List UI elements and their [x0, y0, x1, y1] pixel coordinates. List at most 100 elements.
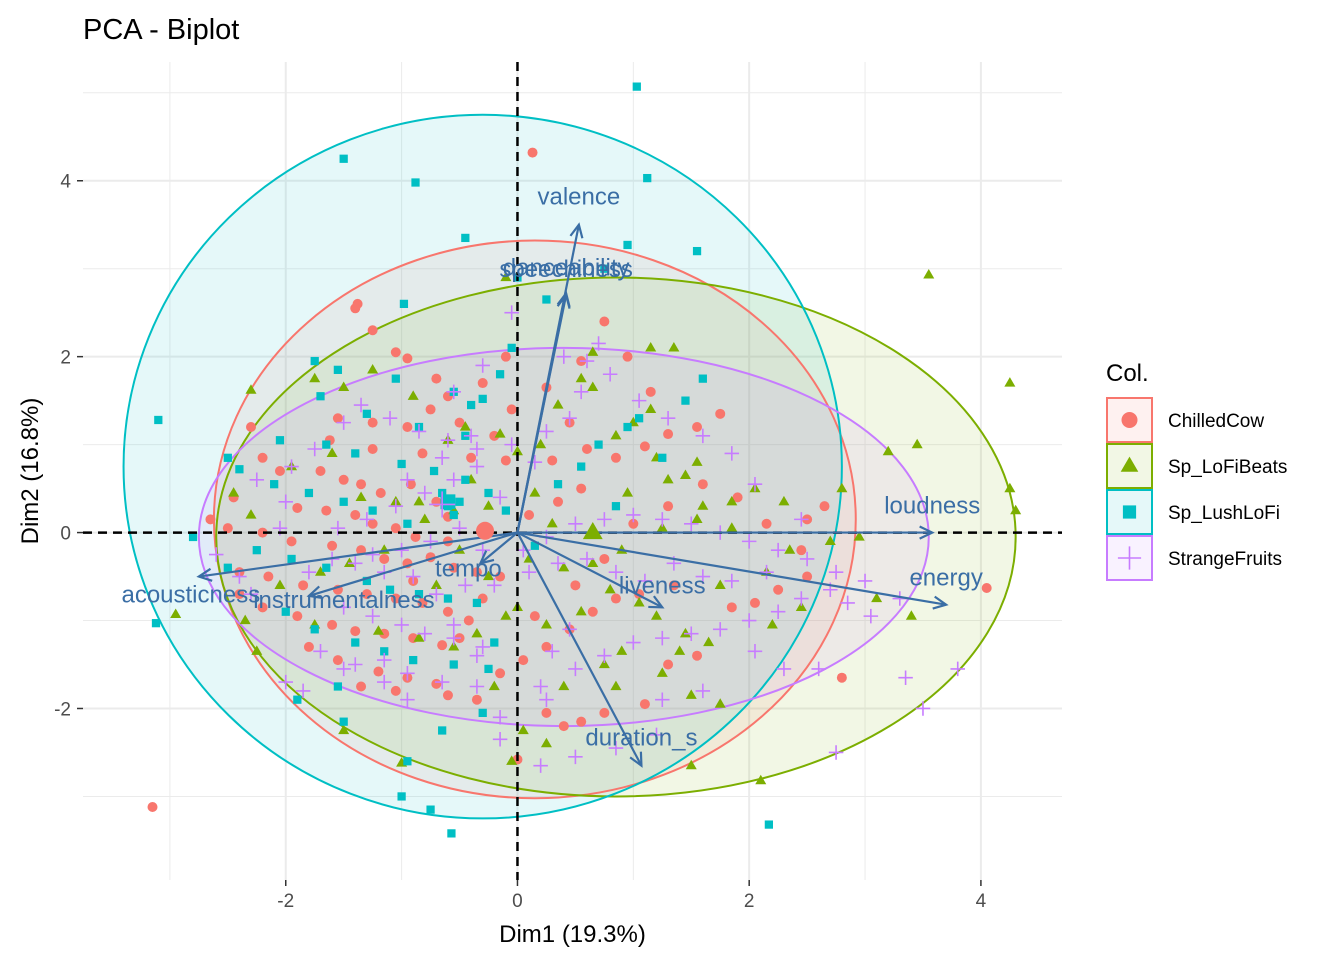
data-point — [639, 441, 650, 452]
data-point — [410, 531, 421, 542]
data-point — [257, 527, 268, 538]
data-point — [714, 698, 726, 708]
data-point — [542, 295, 551, 304]
legend-marker — [1120, 456, 1139, 472]
data-point — [778, 495, 790, 506]
data-point — [594, 440, 603, 449]
data-point — [611, 502, 621, 511]
data-point — [438, 726, 447, 735]
data-point — [655, 692, 670, 707]
data-point — [610, 680, 622, 691]
data-point — [339, 497, 348, 506]
data-point — [495, 370, 505, 379]
ellipse-outline-sp_lofibeats — [215, 276, 1017, 798]
variable-label-valence: valence — [538, 184, 621, 211]
data-point — [857, 573, 873, 589]
data-point — [356, 681, 367, 692]
data-point — [399, 299, 409, 309]
data-point — [333, 365, 343, 374]
data-point — [442, 690, 453, 701]
data-point — [257, 602, 268, 613]
legend-marker — [1121, 412, 1138, 428]
data-point — [322, 563, 331, 572]
arrowhead-loudness — [919, 525, 935, 540]
data-point — [626, 507, 641, 523]
data-point — [556, 349, 572, 364]
data-point — [388, 498, 404, 514]
data-point — [500, 271, 512, 282]
data-point — [882, 445, 894, 456]
data-point — [494, 428, 506, 438]
data-point — [600, 264, 609, 273]
data-point — [776, 661, 792, 677]
arrowhead-duration_s — [629, 751, 643, 768]
data-point — [484, 664, 493, 674]
data-point — [726, 522, 738, 532]
data-point — [724, 573, 740, 589]
ellipse-outline-sp_lushlofi — [122, 113, 843, 820]
data-point — [400, 692, 415, 707]
data-point — [591, 336, 606, 351]
data-point — [442, 606, 453, 617]
data-point — [695, 428, 711, 444]
y-axis: -2 0 2 4 — [54, 172, 83, 720]
data-point — [726, 495, 738, 506]
data-point — [417, 597, 428, 608]
data-point — [359, 512, 375, 527]
data-point — [981, 582, 992, 593]
data-point — [697, 500, 709, 510]
data-point — [348, 556, 363, 571]
data-point — [773, 584, 784, 595]
data-point — [836, 672, 847, 683]
data-point — [573, 384, 589, 400]
data-point — [333, 682, 343, 691]
group-centroids — [429, 491, 603, 540]
data-point — [249, 472, 265, 488]
data-point — [811, 661, 826, 677]
data-point — [604, 583, 616, 594]
data-point — [353, 397, 369, 413]
data-point — [530, 541, 539, 550]
data-point — [755, 774, 767, 785]
data-point — [645, 341, 657, 352]
data-point — [326, 447, 338, 458]
data-point — [628, 518, 639, 529]
data-point — [426, 805, 435, 814]
data-point — [905, 610, 917, 620]
data-point — [506, 404, 517, 415]
data-point — [365, 547, 380, 562]
data-point — [547, 455, 558, 466]
data-point — [292, 611, 303, 622]
data-point — [726, 602, 737, 613]
variable-label-speechiness: speechiness — [499, 256, 632, 283]
data-points — [147, 82, 1022, 838]
data-point — [911, 438, 923, 449]
data-point — [321, 505, 332, 516]
data-point — [390, 593, 401, 604]
data-point — [447, 829, 456, 838]
data-point — [429, 586, 444, 602]
data-point — [469, 441, 485, 457]
data-point — [208, 547, 224, 562]
data-point — [749, 597, 760, 608]
data-point — [732, 492, 743, 503]
data-point — [550, 556, 566, 571]
data-point — [558, 680, 570, 691]
legend-title: Col. — [1106, 360, 1149, 387]
data-point — [405, 479, 416, 490]
legend: Col. ChilledCow Sp_LoFiBeats Sp_LushLoFi St… — [1106, 360, 1287, 581]
data-point — [434, 674, 450, 690]
y-tick-label: 4 — [60, 172, 71, 193]
data-point — [482, 570, 495, 581]
data-point — [541, 641, 552, 652]
data-point — [623, 422, 632, 432]
arrowhead-liveness — [648, 595, 665, 609]
data-point — [228, 487, 240, 497]
data-point — [923, 268, 935, 279]
legend-label: Sp_LoFiBeats — [1168, 457, 1287, 478]
data-point — [761, 518, 772, 529]
data-point — [411, 424, 427, 439]
y-tick-label: 2 — [60, 348, 71, 369]
